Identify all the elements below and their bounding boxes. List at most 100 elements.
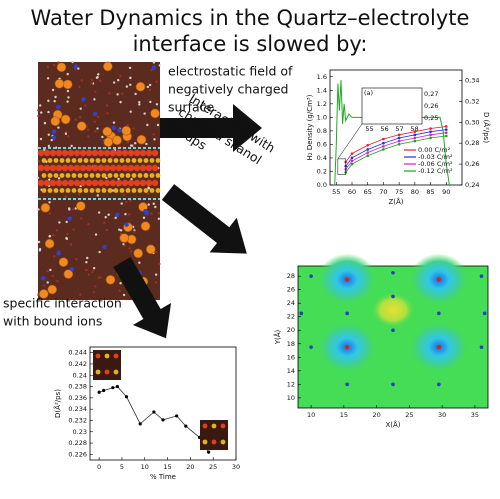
water-atom <box>129 250 133 253</box>
water-atom <box>118 228 121 231</box>
quartz-atom <box>149 158 155 163</box>
water-atom <box>157 211 160 215</box>
diffusion-point <box>397 142 401 146</box>
quartz-atom <box>119 188 125 193</box>
site <box>479 345 484 349</box>
water-atom <box>72 208 75 211</box>
quartz-atom <box>65 188 71 193</box>
structure-atom <box>104 353 110 359</box>
water-atom <box>148 83 152 87</box>
water-atom <box>96 194 100 197</box>
water-atom <box>105 104 109 107</box>
water-atom <box>122 293 126 297</box>
quartz-atom <box>47 173 53 178</box>
x-tick-label: 90 <box>442 188 450 196</box>
water-atom <box>51 274 54 278</box>
site <box>391 270 395 275</box>
water-atom <box>132 127 136 130</box>
ion <box>56 104 61 110</box>
quartz-atom <box>139 179 147 187</box>
quartz-atom <box>71 188 77 193</box>
point <box>207 450 211 454</box>
ion <box>151 65 157 70</box>
water-atom <box>101 135 104 139</box>
diffusion-point <box>397 133 401 137</box>
x-tick-label: 15 <box>163 463 171 471</box>
water-atom <box>78 85 81 89</box>
ion <box>40 203 51 213</box>
quartz-atom <box>61 149 69 157</box>
point <box>161 418 165 422</box>
water-atom <box>54 95 57 99</box>
water-atom <box>138 103 141 106</box>
quartz-atom <box>89 188 95 193</box>
ion <box>63 269 74 279</box>
water-atom <box>126 141 130 144</box>
ion <box>145 244 156 255</box>
water-atom <box>112 121 116 124</box>
water-atom <box>104 216 107 219</box>
water-atom <box>142 216 146 219</box>
water-atom <box>87 222 90 226</box>
water-atom <box>146 192 150 196</box>
quartz-atom <box>53 158 59 163</box>
diffusion-point <box>350 162 354 166</box>
water-atom <box>39 104 42 107</box>
quartz-atom <box>59 158 65 163</box>
quartz-atom <box>97 179 105 187</box>
water-atom <box>108 92 111 95</box>
ion <box>124 222 129 227</box>
quartz-atom <box>145 149 153 157</box>
site <box>391 328 395 333</box>
y-tick-label: 20 <box>287 326 295 334</box>
water-atom <box>105 228 108 232</box>
well-site <box>344 277 350 282</box>
quartz-atom <box>43 179 51 187</box>
water-atom <box>87 273 91 277</box>
water-atom <box>134 141 137 145</box>
water-atom <box>106 112 109 115</box>
structure-atom <box>95 353 101 359</box>
diffusion-line <box>345 126 447 163</box>
water-atom <box>80 217 83 220</box>
water-atom <box>92 290 96 294</box>
water-atom <box>55 229 59 232</box>
x-tick-label: 0 <box>97 463 101 471</box>
zoom-link <box>337 123 363 160</box>
quartz-atom <box>91 164 99 172</box>
quartz-atom <box>95 173 101 178</box>
quartz-atom <box>85 179 93 187</box>
ion <box>115 212 120 217</box>
water-atom <box>94 130 97 133</box>
quartz-atom <box>59 188 65 193</box>
site <box>391 382 395 387</box>
water-atom <box>120 202 123 205</box>
water-atom <box>134 92 137 96</box>
quartz-atom <box>107 158 113 163</box>
water-atom <box>138 261 141 264</box>
quartz-atom <box>85 149 93 157</box>
y2-axis-label: D (Å²/ps) <box>482 112 491 143</box>
water-atom <box>114 216 117 220</box>
y-tick-label: 1.4 <box>317 86 327 94</box>
well-site <box>344 344 350 350</box>
water-atom <box>57 177 61 180</box>
quartz-atom <box>53 188 59 193</box>
quartz-atom <box>101 173 107 178</box>
y-tick-label: 10 <box>287 394 295 402</box>
water-atom <box>154 205 157 209</box>
water-atom <box>86 256 89 260</box>
inset-x-tick-label: 55 <box>365 125 373 133</box>
quartz-atom <box>71 173 77 178</box>
ion <box>92 111 98 117</box>
water-atom <box>39 137 43 141</box>
x-axis-label: X(Å) <box>385 420 400 429</box>
x-tick-label: 20 <box>372 411 380 419</box>
water-atom <box>43 121 47 125</box>
water-atom <box>128 247 131 250</box>
diffusion-point <box>444 128 448 131</box>
water-atom <box>129 76 132 80</box>
quartz-atom <box>79 149 87 157</box>
quartz-atom <box>151 179 159 187</box>
